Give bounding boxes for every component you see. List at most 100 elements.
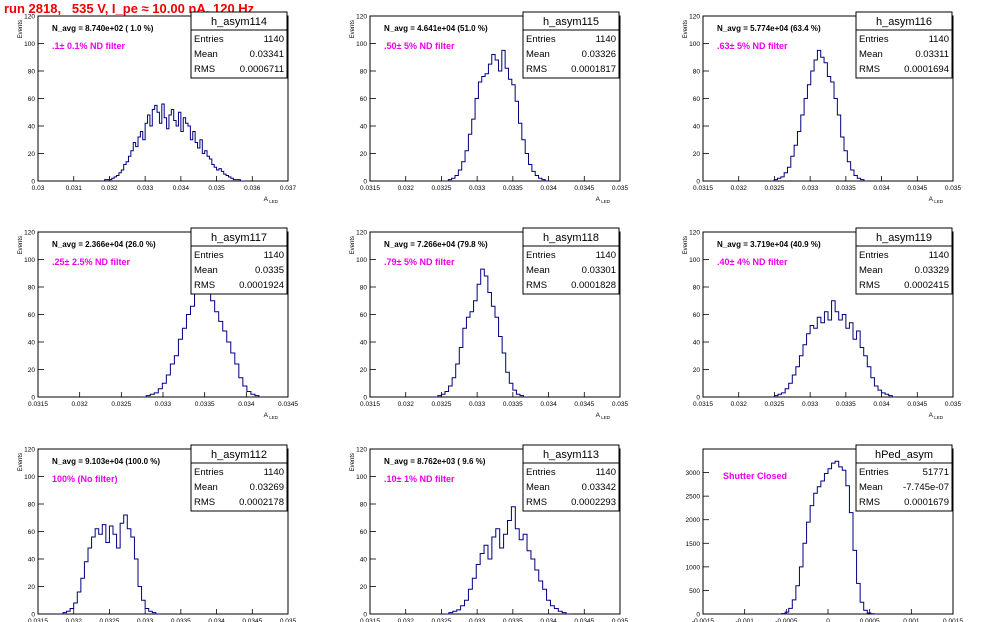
y-tick-label: 100 [24, 257, 35, 264]
filter-annotation: .1± 0.1% ND filter [52, 41, 125, 51]
stats-label: RMS [194, 280, 215, 291]
stats-box [190, 245, 288, 295]
y-tick-label: 500 [689, 588, 700, 595]
y-tick-label: 20 [28, 367, 36, 374]
y-axis-title: Events [350, 236, 356, 254]
x-tick-label: 0.034 [540, 401, 557, 408]
stats-label: Entries [859, 467, 889, 478]
stats-value: 0.0001694 [904, 64, 949, 75]
stats-value: 0.03326 [582, 49, 616, 60]
stats-value: 0.03341 [250, 49, 284, 60]
histogram-name: h_asym112 [211, 449, 267, 461]
x-tick-label: 0.0315 [360, 185, 380, 192]
y-axis-title: Events [350, 453, 356, 471]
x-tick-label: 0.0315 [360, 401, 380, 408]
navg-label: N_avg = 3.719e+04 (40.9 %) [717, 240, 821, 249]
y-tick-label: 80 [693, 285, 701, 292]
y-tick-label: 100 [24, 41, 35, 48]
stats-value: 0.0002415 [904, 280, 949, 291]
histogram-panel-h_asym112: 0 20 40 60 80 100 120 0.0315 0.032 0.0325 0.033 0.0… [18, 444, 297, 622]
x-tick-label: 0.035 [945, 401, 962, 408]
stats-value: 0.0002293 [571, 497, 616, 508]
stats-value: 1140 [264, 34, 284, 45]
y-tick-label: 2000 [686, 517, 701, 524]
filter-annotation: .50± 5% ND filter [384, 41, 455, 51]
y-tick-label: 40 [360, 340, 368, 347]
histogram-panel-hPed_asym: 0 500 1000 1500 2000 2500 3000 -0.0015 -0.001 -0.… [686, 444, 963, 622]
histogram-series [59, 514, 160, 615]
y-tick-label: 40 [28, 124, 36, 131]
stats-label: Mean [526, 482, 550, 493]
y-tick-label: 40 [360, 557, 368, 564]
histogram-series [142, 286, 263, 398]
stats-value: 0.0001828 [571, 280, 616, 291]
y-tick-label: 80 [28, 69, 36, 76]
x-tick-label: 0.034 [173, 185, 190, 192]
y-tick-label: 120 [689, 230, 700, 237]
x-tick-label: 0.0335 [195, 401, 215, 408]
y-axis-title: Events [683, 236, 689, 254]
y-tick-label: 100 [356, 257, 367, 264]
x-tick-label: -0.0015 [692, 618, 714, 622]
stats-box [855, 245, 953, 295]
x-tick-label: 0.035 [208, 185, 225, 192]
y-tick-label: 20 [28, 151, 36, 158]
y-tick-label: 0 [696, 395, 700, 402]
stats-label: RMS [859, 497, 880, 508]
x-tick-label: 0.032 [398, 618, 415, 622]
x-tick-label: 0.0315 [360, 618, 380, 622]
x-tick-label: 0.032 [731, 185, 748, 192]
y-tick-label: 20 [360, 367, 368, 374]
x-tick-label: 0.033 [469, 185, 486, 192]
filter-annotation: Shutter Closed [723, 471, 787, 481]
x-tick-label: 0.0315 [28, 618, 48, 622]
stats-value: 0.03269 [250, 482, 284, 493]
x-tick-label: 0.0325 [431, 401, 451, 408]
y-axis-title: Events [683, 20, 689, 38]
stats-label: Mean [859, 482, 883, 493]
x-tick-label: -0.0005 [775, 618, 797, 622]
stats-value: 1140 [929, 34, 949, 45]
x-tick-label: 0.0335 [503, 618, 523, 622]
stats-label: RMS [526, 64, 547, 75]
stats-value: 0.03311 [915, 49, 949, 60]
x-tick-label: 0.0325 [764, 401, 784, 408]
x-tick-label: 0.0015 [943, 618, 963, 622]
y-tick-label: 3000 [686, 470, 701, 477]
y-axis-title: Events [350, 20, 356, 38]
histogram-panel-h_asym113: 0 20 40 60 80 100 120 0.0315 0.032 0.0325 0.033 0.0… [350, 444, 629, 622]
y-tick-label: 100 [24, 474, 35, 481]
x-axis-title-subscript: LED [600, 199, 611, 204]
x-tick-label: 0.036 [244, 185, 261, 192]
y-tick-label: 0 [31, 395, 35, 402]
y-tick-label: 120 [24, 447, 35, 454]
navg-label: N_avg = 9.103e+04 (100.0 %) [52, 457, 160, 466]
y-tick-label: 0 [696, 612, 700, 619]
x-tick-label: 0.0335 [503, 401, 523, 408]
stats-label: Mean [194, 49, 218, 60]
x-axis-title: A LED [929, 412, 944, 420]
stats-label: Mean [194, 482, 218, 493]
navg-label: N_avg = 7.266e+04 (79.8 %) [384, 240, 488, 249]
stats-label: Entries [194, 34, 224, 45]
x-tick-label: 0.034 [540, 185, 557, 192]
x-axis-title: A LED [596, 412, 611, 420]
stats-label: Entries [859, 34, 889, 45]
x-tick-label: 0.032 [101, 185, 118, 192]
filter-annotation: .25± 2.5% ND filter [52, 257, 130, 267]
x-tick-label: 0.0345 [278, 401, 298, 408]
x-tick-label: 0.035 [612, 618, 629, 622]
stats-label: RMS [859, 64, 880, 75]
stats-value: 0.03329 [915, 265, 949, 276]
x-tick-label: 0.034 [873, 185, 890, 192]
x-tick-label: 0.032 [398, 185, 415, 192]
stats-value: 1140 [596, 467, 616, 478]
stats-label: RMS [194, 64, 215, 75]
x-axis-title: A LED [929, 196, 944, 204]
x-tick-label: 0 [826, 618, 830, 622]
x-tick-label: 0.0325 [431, 618, 451, 622]
x-tick-label: 0.033 [137, 618, 154, 622]
histogram-series [102, 103, 246, 182]
y-tick-label: 20 [693, 151, 701, 158]
